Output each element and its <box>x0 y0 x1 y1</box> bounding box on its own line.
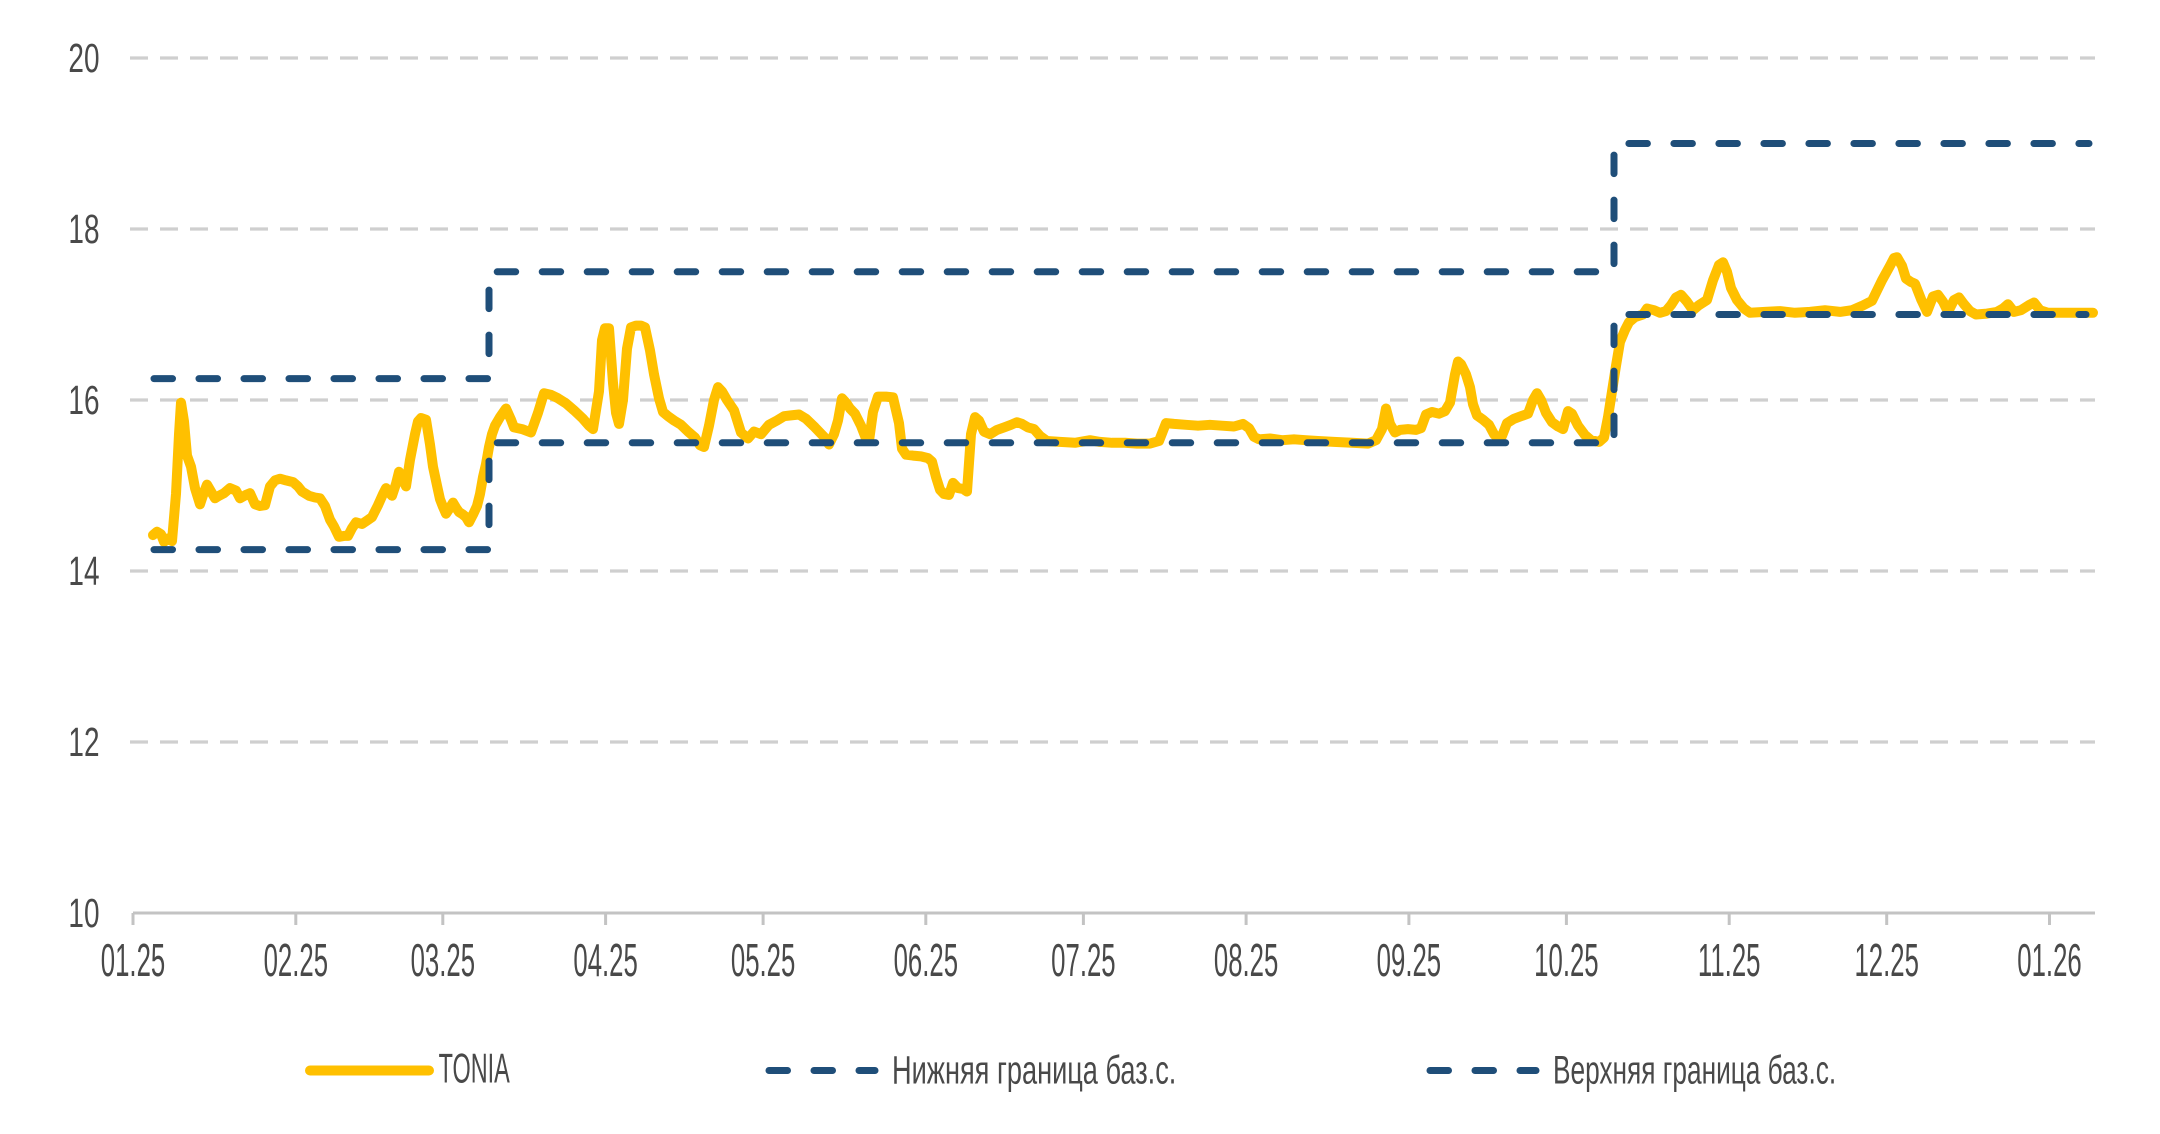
svg-text:05.25: 05.25 <box>731 934 795 986</box>
svg-text:11.25: 11.25 <box>1698 934 1761 986</box>
svg-text:08.25: 08.25 <box>1214 934 1278 986</box>
svg-text:Верхняя граница баз.с.: Верхняя граница баз.с. <box>1553 1049 1836 1093</box>
svg-text:02.25: 02.25 <box>264 934 328 986</box>
svg-text:01.25: 01.25 <box>101 934 165 986</box>
svg-text:04.25: 04.25 <box>573 934 637 986</box>
svg-text:07.25: 07.25 <box>1051 934 1115 986</box>
svg-text:16: 16 <box>68 379 99 423</box>
svg-text:14: 14 <box>68 550 99 594</box>
svg-text:10.25: 10.25 <box>1534 934 1598 986</box>
svg-text:03.25: 03.25 <box>411 934 475 986</box>
svg-text:18: 18 <box>68 208 99 252</box>
svg-text:01.26: 01.26 <box>2017 934 2081 986</box>
svg-text:Нижняя граница баз.с.: Нижняя граница баз.с. <box>892 1048 1176 1092</box>
svg-text:09.25: 09.25 <box>1377 934 1441 986</box>
svg-text:12.25: 12.25 <box>1854 934 1918 986</box>
svg-text:12: 12 <box>68 721 99 765</box>
svg-text:TONIA: TONIA <box>439 1045 511 1092</box>
svg-text:10: 10 <box>68 892 99 936</box>
svg-text:06.25: 06.25 <box>894 934 958 986</box>
svg-text:20: 20 <box>68 37 99 81</box>
